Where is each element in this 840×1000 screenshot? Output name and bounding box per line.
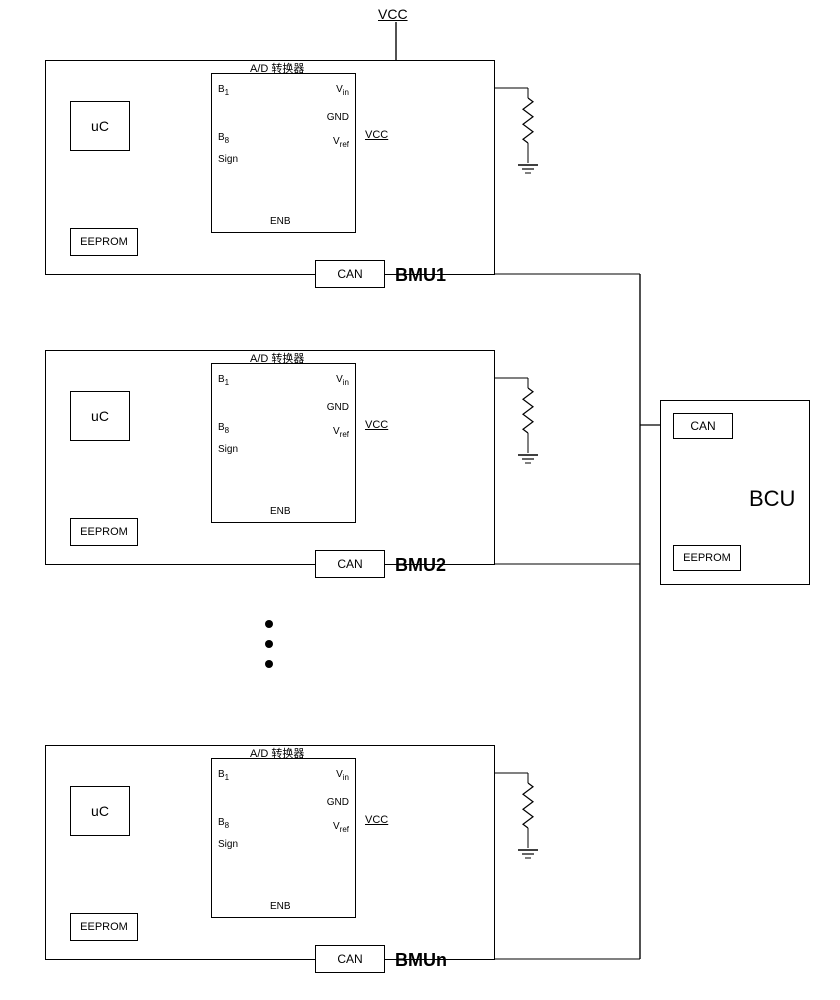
- gnd-label: GND: [327, 402, 349, 413]
- ellipsis-dot: [265, 620, 273, 628]
- bcu-block: CAN BCU EEPROM: [660, 400, 810, 585]
- bmu-label: BMUn: [395, 950, 447, 971]
- vref-label: Vref: [333, 426, 349, 439]
- vin-label: Vin: [336, 84, 349, 97]
- can-box: CAN: [315, 260, 385, 288]
- can-box: CAN: [315, 550, 385, 578]
- vref-label: Vref: [333, 136, 349, 149]
- bmu-block: uC EEPROM A/D 转换器 B1 B8 Sign ENB Vin GND Vref VCC: [45, 60, 495, 275]
- enb-label: ENB: [270, 901, 291, 912]
- vref-label: Vref: [333, 821, 349, 834]
- can-box: CAN: [315, 945, 385, 973]
- b8-label: B8: [218, 132, 229, 145]
- gnd-label: GND: [327, 797, 349, 808]
- adc-box: A/D 转换器B1B8SignENBVinGNDVrefVCC: [211, 73, 356, 233]
- bmu-label: BMU2: [395, 555, 446, 576]
- adc-box: A/D 转换器B1B8SignENBVinGNDVrefVCC: [211, 758, 356, 918]
- b8-label: B8: [218, 422, 229, 435]
- vin-label: Vin: [336, 769, 349, 782]
- adc-title: A/D 转换器: [250, 60, 304, 76]
- eeprom-box: EEPROM: [70, 913, 138, 941]
- bcu-eeprom-box: EEPROM: [673, 545, 741, 571]
- vcc-inner-label: VCC: [365, 419, 388, 431]
- ellipsis-dot: [265, 660, 273, 668]
- uc-box: uC: [70, 101, 130, 151]
- bmu-label: BMU1: [395, 265, 446, 286]
- vin-label: Vin: [336, 374, 349, 387]
- gnd-label: GND: [327, 112, 349, 123]
- adc-box: A/D 转换器B1B8SignENBVinGNDVrefVCC: [211, 363, 356, 523]
- adc-title: A/D 转换器: [250, 350, 304, 366]
- enb-label: ENB: [270, 506, 291, 517]
- bmu-block: uC EEPROM A/D 转换器 B1 B8 Sign ENB Vin GND Vref VCC: [45, 350, 495, 565]
- vcc-top-label: VCC: [378, 6, 408, 22]
- b1-label: B1: [218, 374, 229, 387]
- eeprom-box: EEPROM: [70, 228, 138, 256]
- ellipsis-dot: [265, 640, 273, 648]
- b1-label: B1: [218, 84, 229, 97]
- eeprom-box: EEPROM: [70, 518, 138, 546]
- uc-box: uC: [70, 786, 130, 836]
- sign-label: Sign: [218, 839, 238, 850]
- sign-label: Sign: [218, 444, 238, 455]
- vcc-inner-label: VCC: [365, 814, 388, 826]
- bcu-title: BCU: [749, 486, 795, 512]
- enb-label: ENB: [270, 216, 291, 227]
- sign-label: Sign: [218, 154, 238, 165]
- adc-title: A/D 转换器: [250, 745, 304, 761]
- vcc-inner-label: VCC: [365, 129, 388, 141]
- b1-label: B1: [218, 769, 229, 782]
- bmu-block: uC EEPROM A/D 转换器 B1 B8 Sign ENB Vin GND Vref VCC: [45, 745, 495, 960]
- b8-label: B8: [218, 817, 229, 830]
- uc-box: uC: [70, 391, 130, 441]
- bcu-can-box: CAN: [673, 413, 733, 439]
